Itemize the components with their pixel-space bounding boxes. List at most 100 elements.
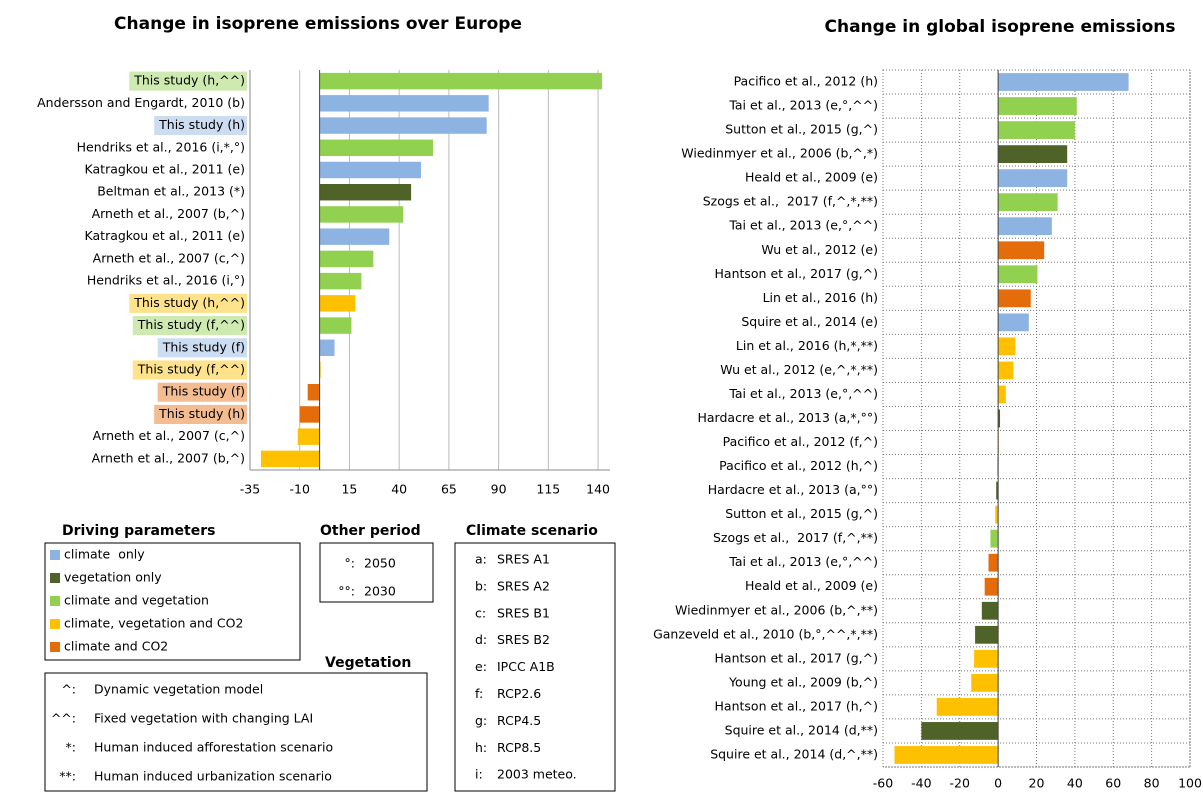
category-label: Squire et al., 2014 (d,**) <box>725 722 878 737</box>
note-symbol: a: <box>475 552 487 567</box>
bar <box>260 450 320 468</box>
note-text: RCP2.6 <box>497 686 541 701</box>
category-label: Pacifico et al., 2012 (h) <box>734 74 878 89</box>
category-label: This study (f) <box>162 339 245 354</box>
x-tick-label: -40 <box>911 776 931 791</box>
bar <box>995 505 999 524</box>
bar <box>299 406 320 423</box>
note-symbol: ^: <box>61 682 76 697</box>
bar <box>319 139 433 156</box>
x-tick-label: 0 <box>994 776 1002 791</box>
note-text: Dynamic vegetation model <box>94 682 263 697</box>
bar <box>319 317 352 334</box>
label-highlight <box>129 293 247 313</box>
category-label: This study (f,^^) <box>137 317 245 332</box>
legend-label: climate and CO2 <box>64 639 168 654</box>
bar <box>894 746 999 764</box>
x-tick-label: 90 <box>491 482 507 497</box>
category-label: Lin et al., 2016 (h,*,**) <box>736 338 878 353</box>
category-label: This study (f) <box>162 384 245 399</box>
category-label: Hardacre et al., 2013 (a,*,°°) <box>698 410 879 425</box>
legend-title: Driving parameters <box>62 523 215 539</box>
category-label: Wiedinmyer et al., 2006 (b,^,**) <box>675 602 878 617</box>
bar <box>319 228 390 245</box>
category-label: Szogs et al., 2017 (f,^,**) <box>713 530 878 545</box>
scenario-title: Climate scenario <box>466 523 598 539</box>
note-symbol: °: <box>345 556 355 571</box>
bar <box>998 289 1031 308</box>
bar <box>998 169 1068 188</box>
legend-label: climate and vegetation <box>64 593 209 608</box>
x-tick-label: 20 <box>1029 776 1045 791</box>
bar <box>981 601 999 620</box>
bar <box>998 385 1006 404</box>
bar <box>998 145 1068 164</box>
label-highlight <box>157 382 247 402</box>
category-label: Heald et al., 2009 (e) <box>745 578 878 593</box>
label-highlight <box>154 116 247 136</box>
bar <box>984 577 999 596</box>
category-label: Wu et al., 2012 (e,^,*,**) <box>720 362 878 377</box>
category-label: Pacifico et al., 2012 (h,^) <box>719 458 878 473</box>
category-label: Ganzeveld et al., 2010 (b,°,^^,*,**) <box>653 626 878 641</box>
bar <box>975 625 999 644</box>
bar <box>936 698 999 716</box>
bar <box>974 649 999 668</box>
period-title: Other period <box>320 523 421 539</box>
category-label: Squire et al., 2014 (e) <box>741 314 878 329</box>
x-tick-label: 15 <box>341 482 357 497</box>
category-label: Arneth et al., 2007 (c,^) <box>93 428 245 443</box>
x-tick-label: -20 <box>950 776 970 791</box>
bar <box>921 722 999 740</box>
x-tick-label: 80 <box>1144 776 1160 791</box>
category-label: Arneth et al., 2007 (c,^) <box>93 250 245 265</box>
note-text: Fixed vegetation with changing LAI <box>94 711 313 726</box>
note-symbol: f: <box>475 686 483 701</box>
bar <box>998 265 1038 284</box>
bar <box>319 295 356 312</box>
bar <box>998 97 1077 115</box>
note-symbol: °°: <box>338 584 355 599</box>
category-label: This study (h,^^) <box>133 73 245 88</box>
bar <box>319 272 362 290</box>
legend-swatch <box>50 573 60 583</box>
note-text: Human induced urbanization scenario <box>94 769 332 784</box>
x-tick-label: 100 <box>1178 776 1202 791</box>
category-label: Hendriks et al., 2016 (i,°) <box>87 273 245 288</box>
category-label: Hendriks et al., 2016 (i,*,°) <box>77 139 245 154</box>
bar <box>998 337 1016 356</box>
chart-title: Change in global isoprene emissions <box>825 17 1176 37</box>
category-label: Sutton et al., 2015 (g,^) <box>725 506 878 521</box>
category-label: Katragkou et al., 2011 (e) <box>85 228 245 243</box>
note-symbol: ^^: <box>51 711 76 726</box>
bar <box>998 361 1014 380</box>
note-symbol: i: <box>475 767 483 782</box>
legend-box <box>44 542 301 661</box>
category-label: Wiedinmyer et al., 2006 (b,^,*) <box>681 146 878 161</box>
bar <box>319 72 603 90</box>
legend-swatch <box>50 550 60 560</box>
bar <box>998 121 1075 139</box>
bar <box>319 206 404 223</box>
note-symbol: *: <box>66 740 76 755</box>
scenario-box <box>454 542 616 792</box>
note-text: IPCC A1B <box>497 659 555 674</box>
legend-label: climate, vegetation and CO2 <box>64 616 243 631</box>
vegetation-box <box>44 672 428 792</box>
bar <box>998 409 1001 428</box>
category-label: Squire et al., 2014 (d,^,**) <box>710 746 878 761</box>
x-tick-label: -10 <box>290 482 310 497</box>
category-label: Szogs et al., 2017 (f,^,*,**) <box>703 194 878 209</box>
bar <box>319 339 335 356</box>
note-text: SRES B2 <box>497 632 550 647</box>
note-text: 2030 <box>364 584 396 599</box>
bar <box>319 250 374 268</box>
category-label: Tai et al., 2013 (e,°,^^) <box>728 218 878 233</box>
bar <box>998 73 1129 91</box>
bar <box>319 184 412 201</box>
bar <box>998 193 1058 212</box>
note-text: 2050 <box>364 556 396 571</box>
note-text: 2003 meteo. <box>497 767 577 782</box>
x-tick-label: 115 <box>536 482 560 497</box>
